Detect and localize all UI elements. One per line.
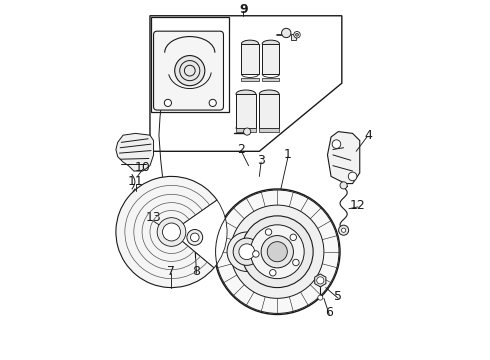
Circle shape <box>295 33 298 36</box>
Circle shape <box>215 189 340 315</box>
Polygon shape <box>150 16 342 151</box>
Circle shape <box>253 251 259 257</box>
Polygon shape <box>116 134 153 171</box>
Text: 6: 6 <box>325 306 333 319</box>
Text: 11: 11 <box>128 175 144 188</box>
Circle shape <box>265 229 272 235</box>
Circle shape <box>157 218 186 246</box>
Ellipse shape <box>259 90 279 98</box>
Ellipse shape <box>211 45 221 53</box>
Text: 3: 3 <box>257 154 265 167</box>
Circle shape <box>239 244 255 260</box>
Circle shape <box>332 140 341 148</box>
Circle shape <box>348 172 357 181</box>
Circle shape <box>267 242 287 262</box>
Circle shape <box>175 55 205 86</box>
Polygon shape <box>315 274 326 287</box>
Circle shape <box>282 28 291 38</box>
Text: 13: 13 <box>146 211 161 224</box>
Circle shape <box>250 225 304 279</box>
Text: 2: 2 <box>238 143 245 156</box>
Wedge shape <box>172 200 227 268</box>
Circle shape <box>339 225 349 235</box>
Circle shape <box>290 234 296 240</box>
Circle shape <box>187 229 203 245</box>
Text: 9: 9 <box>239 3 247 16</box>
Polygon shape <box>327 132 360 184</box>
Circle shape <box>191 233 199 242</box>
Circle shape <box>163 223 180 241</box>
Wedge shape <box>116 176 217 288</box>
Ellipse shape <box>242 40 259 47</box>
Text: 5: 5 <box>334 290 342 303</box>
Text: 8: 8 <box>193 265 200 278</box>
Text: 10: 10 <box>135 161 151 174</box>
Circle shape <box>244 128 251 135</box>
Bar <box>262 44 279 74</box>
Bar <box>236 128 256 132</box>
Text: 12: 12 <box>350 199 366 212</box>
Bar <box>262 78 279 81</box>
Text: 1: 1 <box>284 148 292 161</box>
Circle shape <box>294 32 300 38</box>
Circle shape <box>242 216 313 288</box>
Circle shape <box>261 235 294 268</box>
Circle shape <box>317 277 324 284</box>
Text: 4: 4 <box>365 129 373 142</box>
Bar <box>242 78 259 81</box>
Circle shape <box>209 99 216 107</box>
Bar <box>259 128 279 132</box>
Bar <box>242 44 259 74</box>
Bar <box>236 94 256 128</box>
Ellipse shape <box>262 40 279 47</box>
Circle shape <box>164 99 171 107</box>
Circle shape <box>270 270 276 276</box>
Circle shape <box>293 259 299 266</box>
Circle shape <box>340 182 347 189</box>
Ellipse shape <box>236 90 256 98</box>
Circle shape <box>318 295 323 300</box>
Circle shape <box>342 228 346 232</box>
Circle shape <box>233 238 260 265</box>
Circle shape <box>227 232 267 271</box>
Bar <box>259 94 279 128</box>
Polygon shape <box>151 17 229 112</box>
Text: 7: 7 <box>168 265 175 278</box>
Bar <box>291 34 296 40</box>
FancyBboxPatch shape <box>153 31 223 110</box>
Ellipse shape <box>158 45 169 53</box>
Circle shape <box>231 205 324 298</box>
